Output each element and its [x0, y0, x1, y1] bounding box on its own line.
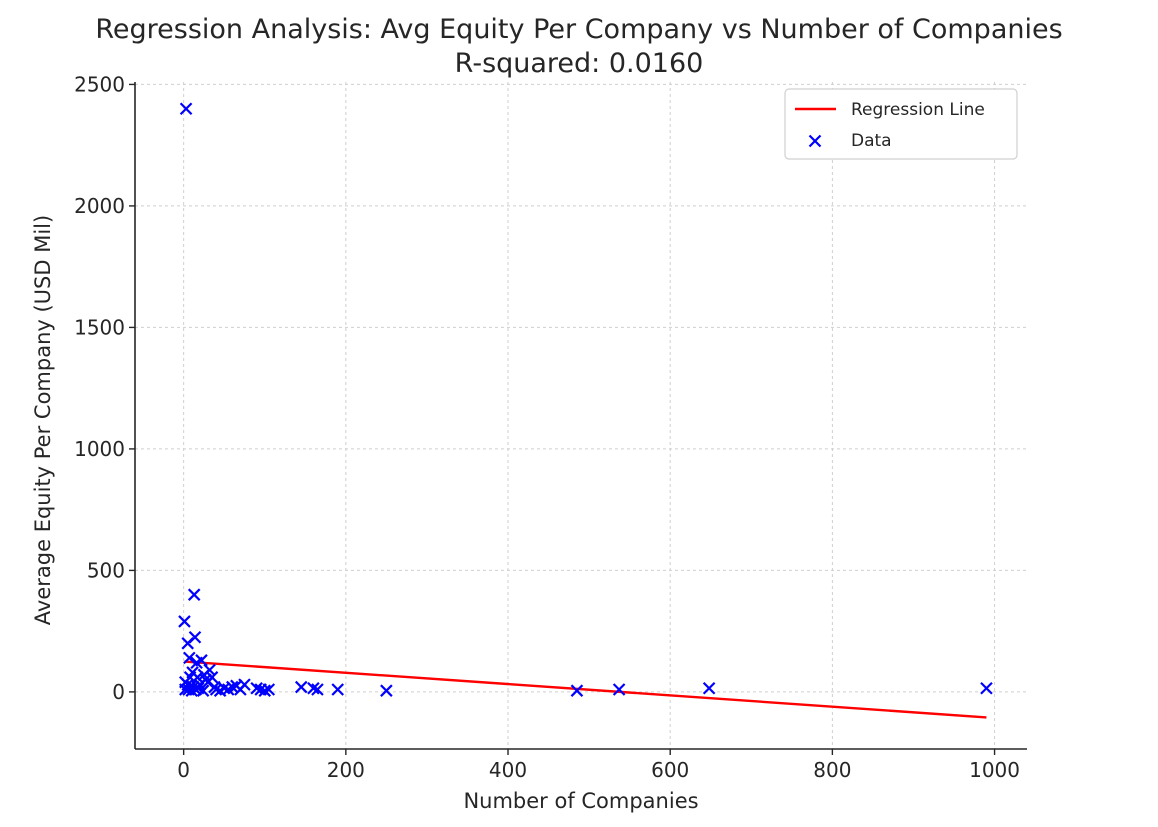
- y-tick-label: 0: [112, 680, 125, 704]
- data-point: [311, 683, 324, 696]
- chart-title: Regression Analysis: Avg Equity Per Comp…: [95, 14, 1062, 45]
- x-tick-label: 200: [327, 758, 365, 782]
- data-point: [250, 681, 263, 695]
- y-tick-label: 1500: [74, 315, 125, 339]
- data-point: [380, 684, 393, 697]
- data-point: [195, 654, 208, 667]
- legend-x-marker: [808, 134, 822, 148]
- legend: Regression Line Data: [784, 88, 1018, 160]
- plot-area: [178, 102, 993, 719]
- data-point: [702, 681, 716, 695]
- data-point: [570, 684, 584, 697]
- x-tick-label: 800: [813, 758, 851, 782]
- data-point: [196, 684, 210, 697]
- legend-label-regression: Regression Line: [851, 100, 985, 120]
- legend-label-data: Data: [851, 131, 892, 151]
- data-point: [262, 683, 276, 696]
- x-tick-label: 1000: [969, 758, 1020, 782]
- grid: [135, 82, 1027, 749]
- data-point: [178, 615, 191, 628]
- data-point: [307, 681, 320, 695]
- data-point: [188, 630, 202, 644]
- y-axis-label: Average Equity Per Company (USD Mil): [31, 215, 55, 625]
- data-point: [179, 102, 193, 116]
- data-point: [185, 684, 199, 697]
- y-tick-label: 2500: [74, 72, 125, 96]
- y-tick-label: 2000: [74, 194, 125, 218]
- data-point: [612, 683, 626, 696]
- chart-subtitle: R-squared: 0.0160: [455, 48, 704, 79]
- x-tick-label: 600: [651, 758, 689, 782]
- data-point: [258, 684, 272, 697]
- y-tick-label: 1000: [74, 437, 125, 461]
- data-point: [980, 681, 993, 695]
- data-point: [205, 671, 219, 684]
- legend-data-marker: [808, 134, 822, 148]
- y-tick-label: 500: [87, 558, 125, 582]
- data-point: [226, 680, 239, 694]
- x-axis-label: Number of Companies: [463, 789, 698, 813]
- x-tick-label: 0: [177, 758, 190, 782]
- axes: 0 200 400 600 800 1000 0 500 1000 1500 2000 2500: [74, 72, 1027, 782]
- x-tick-label: 400: [489, 758, 527, 782]
- regression-line: [184, 660, 987, 719]
- data-point: [331, 683, 345, 696]
- data-point: [191, 671, 204, 684]
- legend-box: [784, 88, 1018, 160]
- data-point: [203, 663, 216, 677]
- data-point: [238, 678, 251, 691]
- data-point: [294, 680, 308, 694]
- data-point: [187, 588, 201, 601]
- data-point: [183, 651, 196, 665]
